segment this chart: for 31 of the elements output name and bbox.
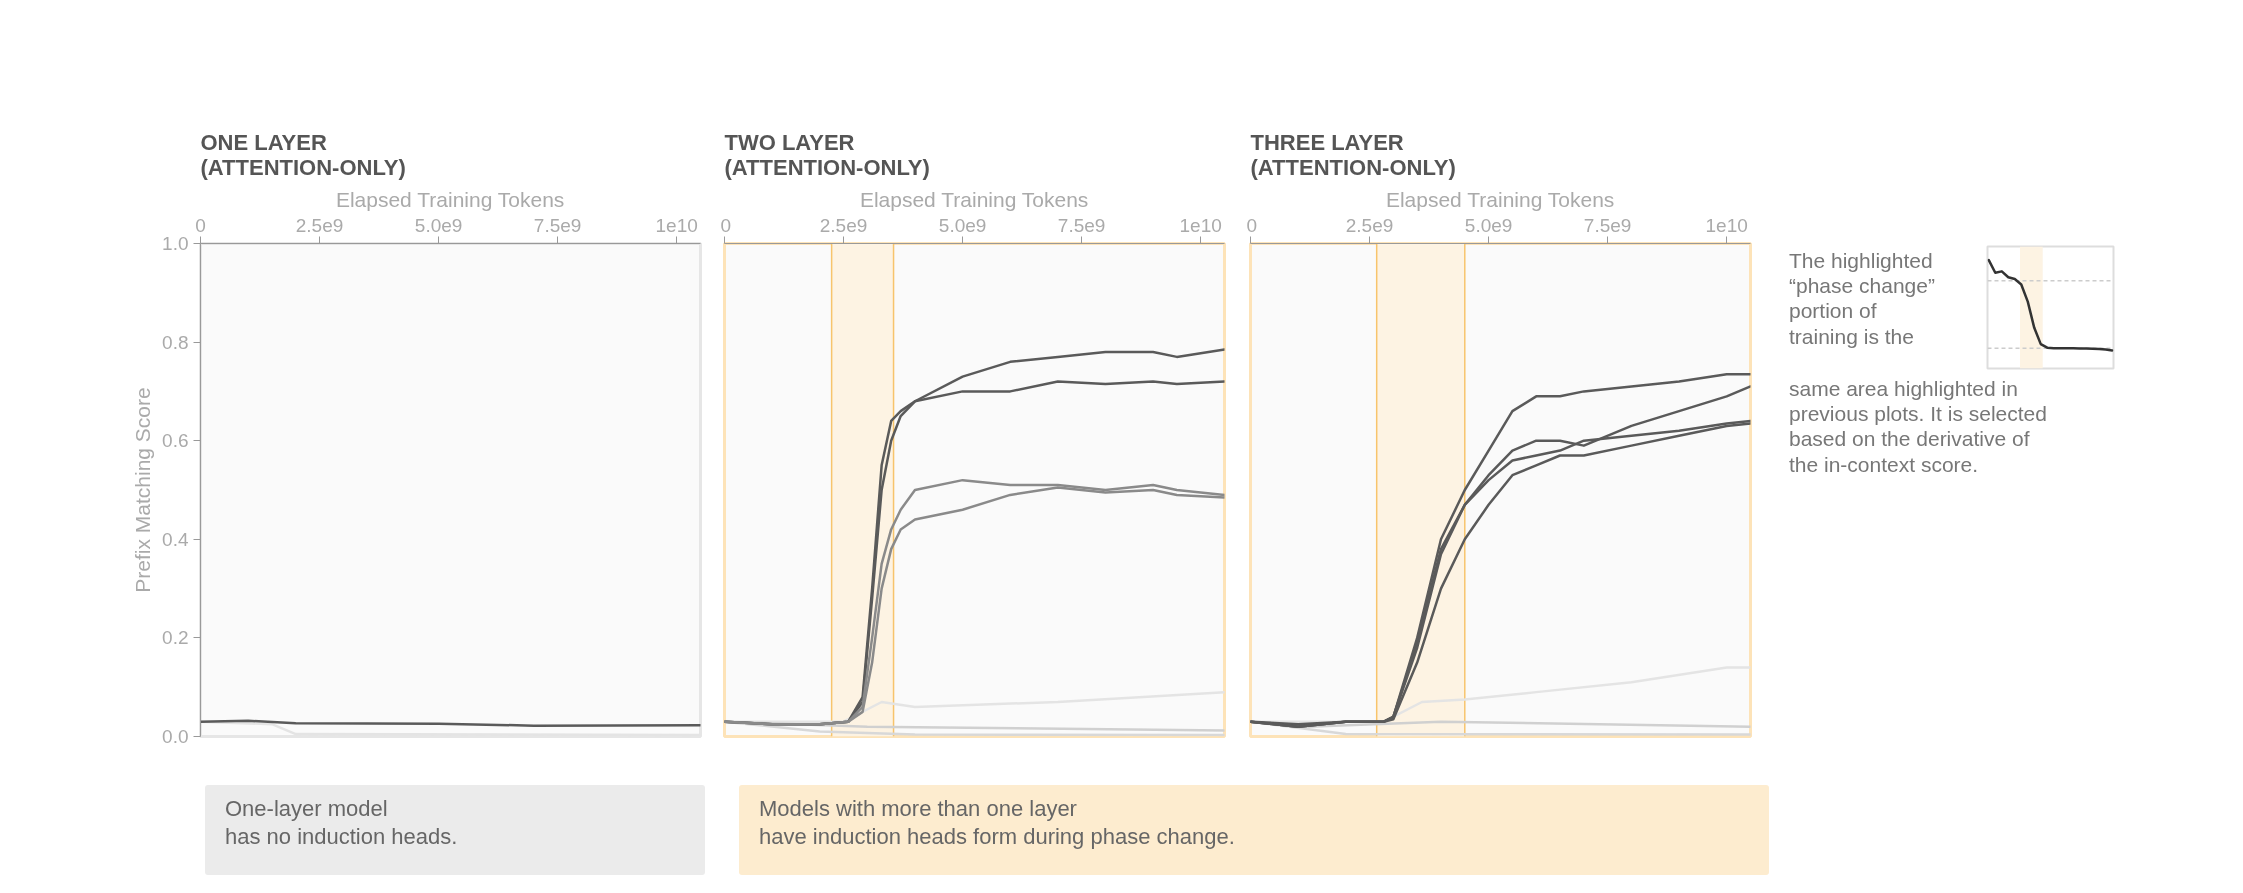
y-axis-title: Prefix Matching Score (131, 387, 155, 593)
y-tick-label: 1.0 (162, 233, 189, 254)
x-tick-label: 0 (195, 214, 206, 236)
x-tick-label: 5.0e9 (938, 214, 987, 236)
x-axis-title: Elapsed Training Tokens (335, 187, 565, 211)
y-tick-label: 0.6 (162, 430, 189, 452)
x-tick-label: 2.5e9 (819, 214, 868, 236)
text: Models with more than one layer have induction heads form during phase change. (759, 795, 1235, 850)
y-tick-label: 0.0 (162, 726, 189, 747)
x-tick-label: 2.5e9 (1345, 214, 1394, 236)
text: One-layer model has no induction heads. (225, 795, 458, 850)
chart-title: THREE LAYER (ATTENTION-ONLY) (1250, 129, 1456, 180)
x-tick-label: 1e10 (655, 214, 698, 236)
x-axis-title: Elapsed Training Tokens (1385, 187, 1615, 211)
chart-title: TWO LAYER (ATTENTION-ONLY) (724, 129, 930, 180)
y-tick-label: 0.2 (162, 627, 189, 649)
x-tick-label: 7.5e9 (1057, 214, 1106, 236)
x-tick-label: 5.0e9 (1464, 214, 1513, 236)
x-axis-title: Elapsed Training Tokens (859, 187, 1089, 211)
text: The highlighted “phase change” portion of training is the same area highlighted in previous plots. It is selected based on the derivative of the in-context score. (1789, 249, 2047, 476)
x-tick-label: 1e10 (1705, 214, 1748, 236)
x-tick-label: 1e10 (1179, 214, 1222, 236)
y-tick-label: 0.8 (162, 331, 189, 353)
y-tick-label: 0.4 (162, 528, 189, 550)
chart-title: ONE LAYER (ATTENTION-ONLY) (200, 129, 406, 180)
x-tick-label: 0 (720, 214, 732, 236)
x-tick-label: 2.5e9 (295, 214, 344, 236)
x-tick-label: 0 (1246, 214, 1258, 236)
x-tick-label: 7.5e9 (1583, 214, 1632, 236)
x-tick-label: 5.0e9 (414, 214, 463, 236)
x-tick-label: 7.5e9 (533, 214, 582, 236)
